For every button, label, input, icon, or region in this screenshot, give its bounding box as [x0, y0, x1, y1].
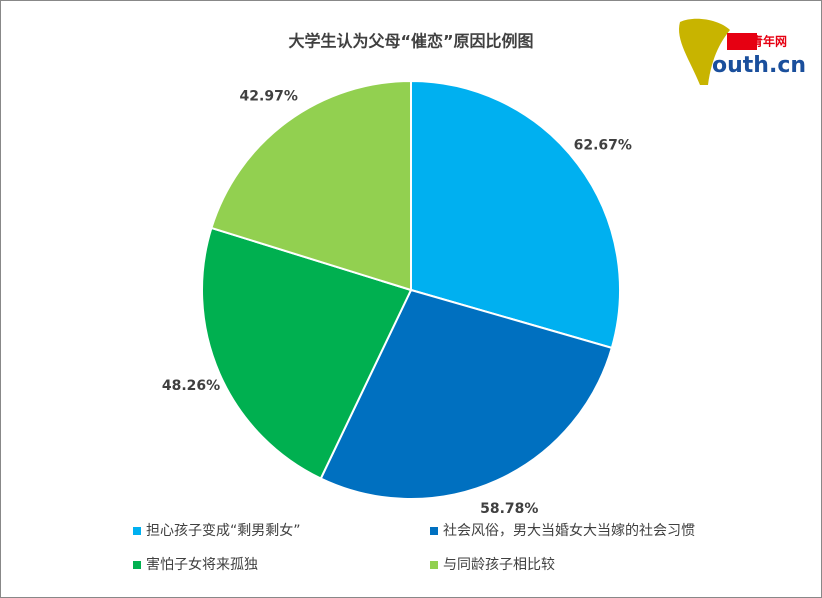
legend-label: 担心孩子变成“剩男剩女”: [146, 522, 301, 539]
logo: 中國青年网 outh.cn: [679, 18, 806, 85]
legend-label: 社会风俗，男大当婚女大当嫁的社会习惯: [443, 522, 695, 539]
logo-leaf: [679, 18, 730, 85]
pie-slice: [201, 226, 413, 480]
data-label: 48.26%: [162, 378, 220, 394]
chart-title: 大学生认为父母“催恋”原因比例图: [288, 32, 533, 51]
legend-label: 与同龄孩子相比较: [443, 557, 555, 573]
pie-slice: [410, 79, 621, 350]
logo-box: [727, 33, 757, 50]
legend-swatch: [430, 561, 438, 569]
legend-swatch: [430, 527, 438, 535]
pie-slice: [210, 79, 412, 292]
legend-label: 害怕子女将来孤独: [146, 556, 258, 573]
legend-swatch: [133, 561, 141, 569]
data-label: 62.67%: [574, 138, 632, 154]
logo-brand: 中國青年网: [727, 34, 787, 49]
data-label: 58.78%: [480, 501, 538, 517]
legend-swatch: [133, 527, 141, 535]
logo-site: outh.cn: [712, 53, 806, 78]
data-label: 42.97%: [240, 89, 298, 105]
pie-slice: [319, 288, 614, 500]
